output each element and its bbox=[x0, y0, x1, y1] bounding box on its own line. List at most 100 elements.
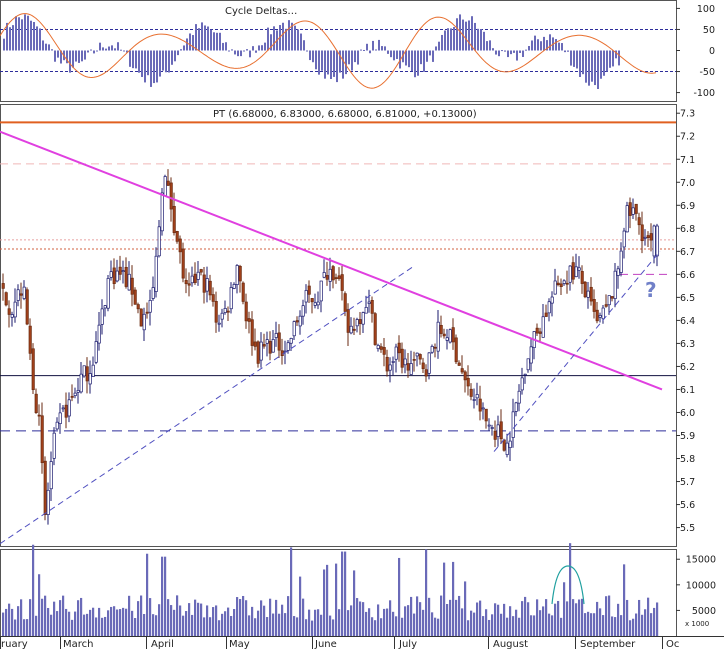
oscillator-histogram-bar bbox=[456, 18, 458, 51]
volume-bar bbox=[359, 601, 362, 636]
candle-up bbox=[511, 411, 515, 438]
oscillator-histogram-bar bbox=[234, 50, 236, 55]
oscillator-histogram-bar bbox=[198, 28, 200, 51]
volume-bar bbox=[539, 610, 542, 636]
price-tick-label: 5.9 bbox=[680, 431, 695, 442]
volume-bar bbox=[281, 604, 284, 636]
oscillator-histogram-bar bbox=[174, 50, 176, 62]
candle-up bbox=[553, 280, 557, 295]
volume-bar bbox=[485, 609, 488, 636]
volume-bar bbox=[158, 604, 161, 636]
candle-up bbox=[505, 442, 509, 455]
price-tick-label: 6.5 bbox=[680, 293, 695, 304]
oscillator-histogram-bar bbox=[258, 45, 260, 51]
oscillator-histogram-bar bbox=[525, 49, 527, 51]
volume-bar bbox=[95, 617, 98, 636]
volume-bar bbox=[347, 610, 350, 636]
volume-bar bbox=[443, 562, 446, 636]
oscillator-histogram-bar bbox=[468, 20, 470, 51]
candle-down bbox=[130, 277, 134, 295]
volume-bar bbox=[377, 604, 380, 636]
oscillator-histogram-bar bbox=[21, 19, 23, 51]
candle-up bbox=[121, 270, 125, 272]
volume-bar bbox=[326, 564, 329, 636]
volume-bar bbox=[143, 614, 146, 636]
candle-up bbox=[157, 226, 161, 257]
volume-bar bbox=[533, 615, 536, 636]
candle-down bbox=[604, 304, 608, 307]
candle-down bbox=[502, 439, 506, 451]
candle-down bbox=[169, 182, 173, 210]
oscillator-histogram-bar bbox=[471, 16, 473, 51]
volume-bar bbox=[221, 613, 224, 636]
candle-down bbox=[241, 282, 245, 302]
volume-bar bbox=[392, 611, 395, 636]
volume-bar bbox=[215, 605, 218, 636]
candle-down bbox=[187, 283, 191, 286]
trendline bbox=[0, 267, 413, 545]
volume-bar bbox=[572, 599, 575, 636]
oscillator-histogram-bar bbox=[45, 43, 47, 51]
oscillator-histogram-bar bbox=[438, 41, 440, 51]
candle-up bbox=[619, 250, 623, 273]
volume-bar bbox=[599, 608, 602, 636]
candle-down bbox=[310, 298, 314, 303]
volume-bar bbox=[650, 613, 653, 636]
oscillator-histogram-bar bbox=[159, 50, 161, 77]
volume-bar bbox=[551, 615, 554, 636]
volume-bar bbox=[338, 609, 341, 636]
candle-up bbox=[46, 489, 50, 515]
candle-up bbox=[298, 315, 302, 327]
month-label: April bbox=[151, 639, 174, 649]
volume-bar bbox=[101, 617, 104, 636]
price-tick-label: 6.6 bbox=[680, 270, 695, 281]
oscillator-histogram-bar bbox=[564, 50, 566, 53]
candle-up bbox=[526, 358, 530, 371]
candle-up bbox=[568, 265, 572, 283]
price-tick-label: 7.3 bbox=[680, 109, 695, 120]
candle-up bbox=[316, 301, 320, 306]
volume-bar bbox=[29, 599, 32, 636]
month-label: September bbox=[580, 639, 636, 649]
oscillator-histogram-bar bbox=[606, 50, 608, 72]
volume-bar bbox=[422, 609, 425, 636]
volume-bar bbox=[515, 609, 518, 636]
volume-bar bbox=[473, 612, 476, 636]
volume-bar bbox=[245, 600, 248, 636]
oscillator-histogram-bar bbox=[375, 49, 377, 51]
candle-down bbox=[421, 362, 425, 370]
oscillator-histogram-bar bbox=[582, 50, 584, 75]
oscillator-histogram-bar bbox=[345, 50, 347, 75]
volume-bar bbox=[236, 597, 239, 636]
oscillator-histogram-bar bbox=[411, 50, 413, 72]
volume-bar bbox=[449, 599, 452, 636]
volume-bar bbox=[122, 607, 125, 636]
candle-down bbox=[592, 299, 596, 312]
oscillator-histogram-bar bbox=[315, 50, 317, 70]
oscillator-histogram-bar bbox=[132, 50, 134, 69]
volume-bar bbox=[593, 613, 596, 636]
oscillator-histogram-bar bbox=[168, 50, 170, 73]
oscillator-histogram-bar bbox=[123, 50, 125, 52]
oscillator-histogram-bar bbox=[588, 50, 590, 86]
oscillator-histogram-bar bbox=[171, 50, 173, 65]
candle-up bbox=[652, 225, 656, 257]
oscillator-histogram-bar bbox=[396, 50, 398, 59]
oscillator-histogram-bar bbox=[219, 32, 221, 51]
volume-bar bbox=[389, 600, 392, 636]
price-tick-label: 6.9 bbox=[680, 201, 695, 212]
oscillator-histogram-bar bbox=[207, 26, 209, 51]
volume-bar bbox=[92, 607, 95, 636]
candle-up bbox=[508, 440, 512, 449]
oscillator-histogram-bar bbox=[267, 27, 269, 51]
candle-up bbox=[115, 270, 119, 282]
oscillator-histogram-bar bbox=[594, 50, 596, 86]
volume-bar bbox=[293, 616, 296, 636]
candle-down bbox=[493, 430, 497, 440]
volume-bar bbox=[512, 616, 515, 636]
candle-up bbox=[94, 341, 98, 363]
oscillator-histogram-bar bbox=[6, 22, 8, 51]
volume-bar bbox=[608, 595, 611, 636]
oscillator-histogram-bar bbox=[570, 50, 572, 66]
candle-up bbox=[223, 308, 227, 313]
